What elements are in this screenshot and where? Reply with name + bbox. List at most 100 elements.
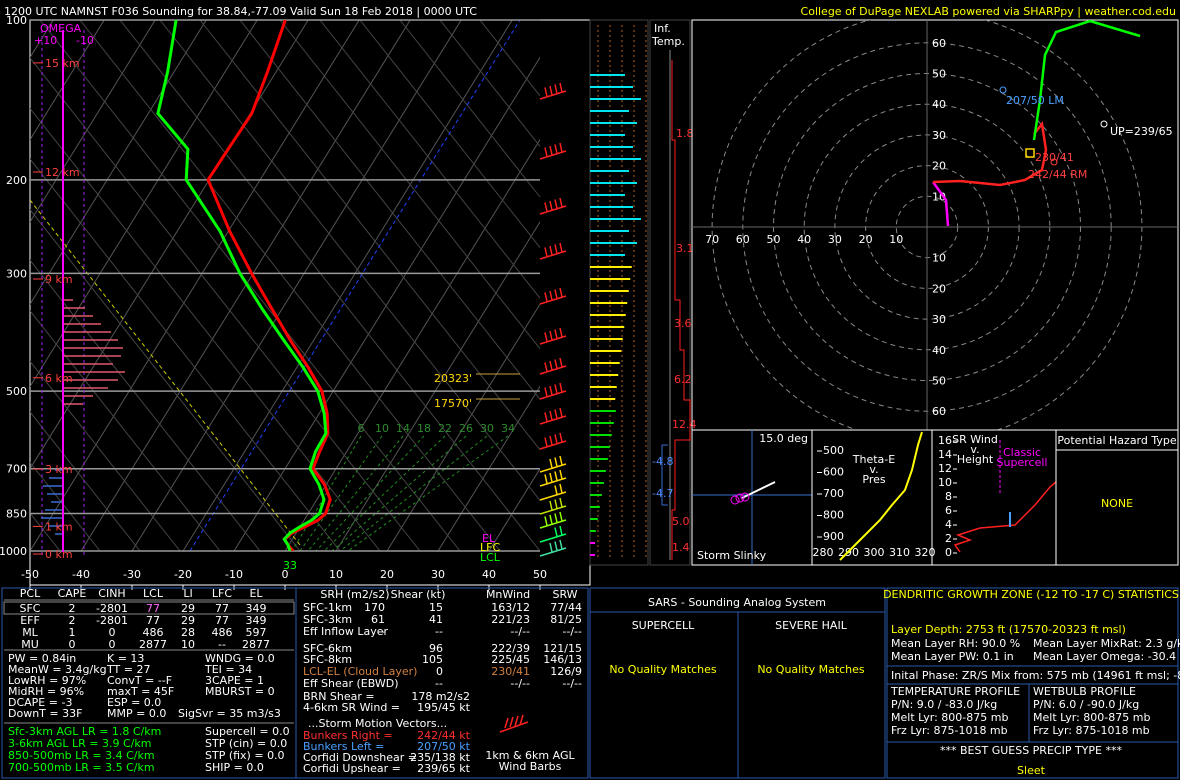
wind-barb — [544, 474, 548, 484]
isotherm — [233, 56, 540, 551]
dgz-depth: Layer Depth: 2753 ft (17570-20323 ft msl… — [891, 623, 1126, 636]
wind-barb — [549, 85, 553, 96]
index-value: ConvT = --F — [107, 674, 172, 687]
sars-result: No Quality Matches — [609, 663, 717, 676]
y-tick-label: 700 — [6, 463, 27, 476]
parcel-cell: 486 — [143, 626, 164, 639]
dry-adiabat — [30, 107, 381, 551]
barb-caption: Wind Barbs — [499, 760, 562, 773]
barb-icon — [509, 716, 514, 728]
dry-adiabat — [239, 20, 540, 401]
mixing-ratio-label: 30 — [480, 422, 494, 435]
isotherm — [30, 20, 360, 551]
hodograph-ring-label: 40 — [932, 344, 946, 357]
kinematic-label: 4-6km SR Wind = — [303, 701, 400, 714]
slinky-ring — [735, 493, 745, 503]
kinematic-value: 221/23 — [491, 613, 530, 626]
lapse-rate: 3-6km AGL LR = 3.9 C/km — [8, 737, 151, 750]
mixing-ratio-line — [315, 435, 425, 552]
slinky-ring — [740, 492, 750, 502]
hodograph-marker — [999, 86, 1007, 94]
sfc-temp-label: 33 — [283, 559, 297, 572]
kinematic-value: --/-- — [510, 677, 530, 690]
barb-icon — [519, 714, 524, 726]
panel-frame — [886, 587, 1179, 779]
theta-e-ytick-label: 500 — [823, 444, 844, 457]
wind-barb — [559, 497, 563, 508]
wind-barb — [539, 90, 567, 100]
hodograph-trace — [1032, 20, 1141, 141]
inferred-temp-label: 5.0 — [672, 515, 690, 528]
hodograph-annotation: 242/44 RM — [1028, 168, 1087, 181]
height-label: 1 km — [45, 520, 73, 533]
parcel-cell: 77 — [146, 614, 160, 627]
hodograph-annotation: 230/41 — [1035, 151, 1074, 164]
dgz-profile: P/N: 9.0 / -83.0 J/kg — [891, 698, 997, 711]
hodograph-marker — [1025, 148, 1035, 158]
dgz-profile: Melt Lyr: 800-875 mb — [891, 711, 1008, 724]
x-tick-label: -10 — [225, 568, 243, 581]
isotherm — [30, 20, 105, 141]
wind-barb — [554, 541, 558, 551]
parcel-cell: 2877 — [139, 638, 167, 651]
wind-barb — [539, 519, 567, 529]
dry-adiabat — [30, 158, 341, 551]
lapse-rate: 700-500mb LR = 3.5 C/km — [8, 761, 155, 774]
inferred-temp-label: 6.2 — [674, 373, 692, 386]
sars-title: SARS - Sounding Analog System — [648, 596, 826, 609]
dry-adiabat — [319, 20, 540, 299]
index-value: WNDG = 0.0 — [205, 652, 275, 665]
wind-barb — [554, 471, 558, 481]
dgz-profile: WETBULB PROFILE — [1033, 685, 1136, 698]
inferred-temp-title: Temp. — [651, 35, 685, 48]
slinky-title: Storm Slinky — [697, 549, 767, 562]
wind-barb — [559, 197, 563, 208]
height-label: 6 km — [45, 372, 73, 385]
dgz-profile: P/N: 6.0 / -90.0 J/kg — [1033, 698, 1139, 711]
hodograph-ring-label: 70 — [705, 233, 719, 246]
motion-label: Bunkers Left = — [303, 740, 384, 753]
wind-barb — [549, 290, 553, 301]
parcel-cell: 486 — [212, 626, 233, 639]
theta-e-ytick-label: 600 — [823, 466, 844, 479]
kinematic-value: 105 — [422, 653, 443, 666]
parcel-cell: 2 — [69, 602, 76, 615]
mixing-ratio-line — [307, 435, 404, 552]
parcel-cell: EFF — [20, 614, 40, 627]
index-value: 3CAPE = 1 — [205, 674, 264, 687]
isotherm — [182, 20, 513, 551]
sr-wind-curve — [953, 481, 1057, 553]
dry-adiabat — [279, 20, 540, 350]
motion-label: Bunkers Right = — [303, 729, 393, 742]
sr-wind-note: Supercell — [997, 456, 1048, 469]
wind-barb — [539, 390, 567, 400]
wind-barb — [539, 491, 567, 501]
isotherm — [335, 221, 540, 551]
parcel-cell: 77 — [215, 614, 229, 627]
y-tick-label: 200 — [6, 174, 27, 187]
hodograph-annotation: 207/50 LM — [1006, 94, 1064, 107]
kinematic-value: --/-- — [562, 625, 582, 638]
x-tick-label: 0 — [282, 568, 289, 581]
barb-icon — [499, 721, 529, 733]
dry-adiabat — [79, 20, 501, 551]
wind-barb — [539, 505, 567, 515]
wind-barb — [554, 199, 558, 209]
wind-barb — [549, 514, 553, 525]
wind-barb — [559, 242, 563, 253]
hodograph-ring-label: 20 — [932, 282, 946, 295]
sr-wind-title: SR Wind — [952, 433, 998, 446]
wind-barb — [549, 330, 553, 341]
wind-barb — [539, 547, 567, 557]
dgz-title: DENDRITIC GROWTH ZONE (-12 TO -17 C) STA… — [883, 588, 1179, 601]
x-tick-label: -40 — [72, 568, 90, 581]
el-label: EL — [482, 532, 496, 545]
height-label: 3 km — [45, 463, 73, 476]
wind-barb — [539, 477, 567, 487]
inferred-temp-label: -4.7 — [652, 487, 673, 500]
parcel-header: CAPE — [58, 587, 87, 600]
wind-barb — [544, 332, 548, 342]
dry-adiabat — [199, 20, 540, 451]
precip-type: Sleet — [1017, 764, 1046, 777]
dgz-label: 17570' — [434, 397, 472, 410]
